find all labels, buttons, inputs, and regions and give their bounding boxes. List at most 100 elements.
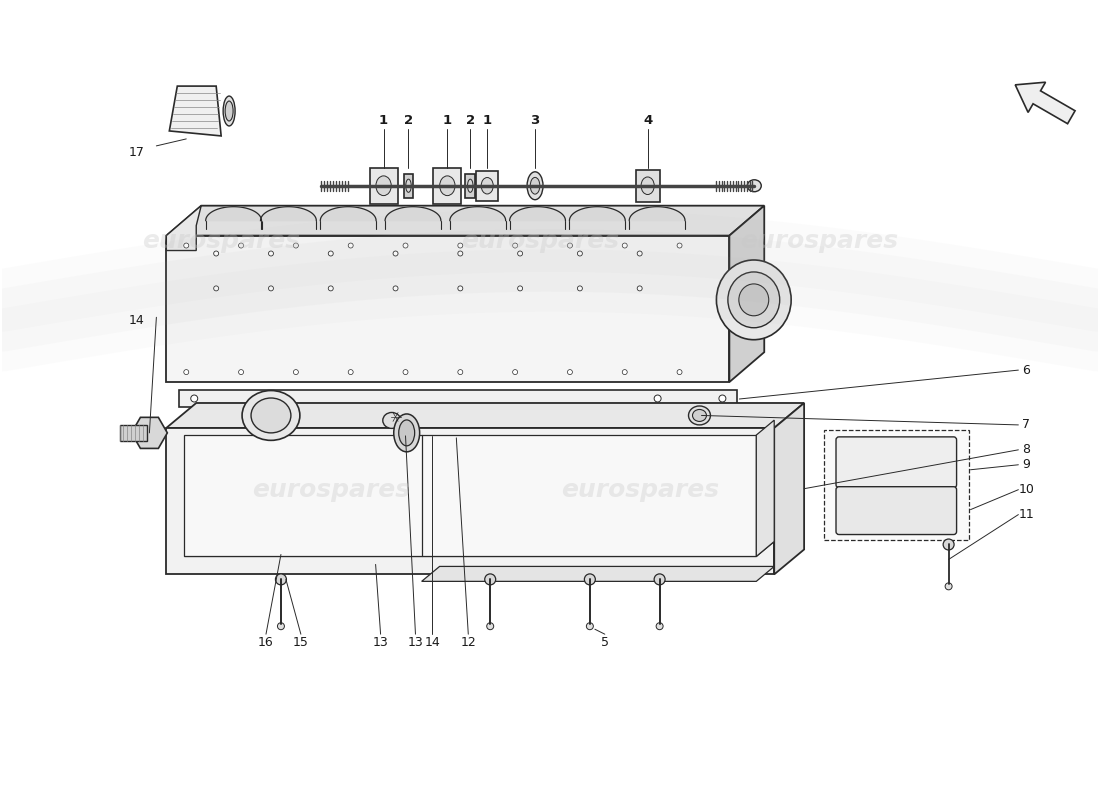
Ellipse shape bbox=[486, 622, 494, 630]
FancyBboxPatch shape bbox=[476, 170, 498, 201]
Ellipse shape bbox=[255, 395, 263, 402]
Text: 6: 6 bbox=[1022, 364, 1031, 377]
FancyBboxPatch shape bbox=[465, 174, 475, 198]
Ellipse shape bbox=[440, 176, 455, 196]
Text: 15: 15 bbox=[293, 636, 309, 649]
Ellipse shape bbox=[739, 284, 769, 316]
Polygon shape bbox=[421, 566, 774, 582]
Ellipse shape bbox=[568, 243, 572, 248]
Text: 4: 4 bbox=[644, 114, 652, 127]
Text: eurospares: eurospares bbox=[142, 229, 300, 253]
Polygon shape bbox=[629, 206, 685, 221]
Ellipse shape bbox=[458, 286, 463, 291]
Polygon shape bbox=[450, 206, 506, 221]
Text: eurospares: eurospares bbox=[561, 478, 718, 502]
Ellipse shape bbox=[226, 101, 233, 121]
Ellipse shape bbox=[242, 390, 300, 440]
Ellipse shape bbox=[398, 420, 415, 446]
Ellipse shape bbox=[393, 286, 398, 291]
Ellipse shape bbox=[403, 370, 408, 374]
Ellipse shape bbox=[458, 243, 463, 248]
Ellipse shape bbox=[213, 251, 219, 256]
Ellipse shape bbox=[406, 179, 411, 192]
Ellipse shape bbox=[654, 395, 661, 402]
Ellipse shape bbox=[656, 622, 663, 630]
Polygon shape bbox=[320, 206, 376, 221]
Ellipse shape bbox=[568, 370, 572, 374]
Text: 3: 3 bbox=[530, 114, 540, 127]
Ellipse shape bbox=[693, 410, 706, 422]
Text: 13: 13 bbox=[408, 636, 424, 649]
Ellipse shape bbox=[678, 243, 682, 248]
Text: 12: 12 bbox=[461, 636, 476, 649]
Text: 7: 7 bbox=[1022, 418, 1031, 431]
Ellipse shape bbox=[518, 251, 522, 256]
Ellipse shape bbox=[388, 410, 403, 424]
Ellipse shape bbox=[294, 370, 298, 374]
Polygon shape bbox=[185, 435, 757, 557]
Ellipse shape bbox=[518, 286, 522, 291]
Polygon shape bbox=[509, 206, 565, 221]
Ellipse shape bbox=[403, 243, 408, 248]
Text: 14: 14 bbox=[129, 314, 144, 326]
Ellipse shape bbox=[268, 286, 274, 291]
Ellipse shape bbox=[728, 272, 780, 328]
Ellipse shape bbox=[213, 286, 219, 291]
Ellipse shape bbox=[719, 395, 726, 402]
Ellipse shape bbox=[328, 286, 333, 291]
Ellipse shape bbox=[349, 243, 353, 248]
Polygon shape bbox=[1015, 82, 1075, 124]
Ellipse shape bbox=[223, 96, 235, 126]
Text: 8: 8 bbox=[1022, 443, 1031, 456]
Ellipse shape bbox=[383, 413, 400, 429]
Text: eurospares: eurospares bbox=[740, 229, 898, 253]
Ellipse shape bbox=[513, 243, 518, 248]
Ellipse shape bbox=[328, 251, 333, 256]
Text: 5: 5 bbox=[601, 636, 608, 649]
Ellipse shape bbox=[584, 574, 595, 585]
FancyBboxPatch shape bbox=[370, 168, 397, 204]
Polygon shape bbox=[206, 206, 262, 221]
FancyBboxPatch shape bbox=[824, 430, 968, 539]
Polygon shape bbox=[166, 206, 201, 250]
Ellipse shape bbox=[716, 260, 791, 340]
Text: 1: 1 bbox=[379, 114, 388, 127]
Ellipse shape bbox=[277, 622, 285, 630]
Ellipse shape bbox=[294, 243, 298, 248]
Text: 16: 16 bbox=[258, 636, 274, 649]
Ellipse shape bbox=[275, 574, 286, 585]
Text: 11: 11 bbox=[1019, 508, 1034, 521]
Ellipse shape bbox=[678, 370, 682, 374]
Ellipse shape bbox=[184, 243, 189, 248]
Ellipse shape bbox=[268, 251, 274, 256]
Text: 17: 17 bbox=[129, 146, 144, 159]
Text: 14: 14 bbox=[425, 636, 440, 649]
Ellipse shape bbox=[689, 406, 711, 425]
Ellipse shape bbox=[945, 583, 953, 590]
Polygon shape bbox=[166, 206, 764, 235]
Polygon shape bbox=[774, 403, 804, 574]
Ellipse shape bbox=[393, 251, 398, 256]
Ellipse shape bbox=[943, 539, 954, 550]
Polygon shape bbox=[385, 206, 441, 221]
Ellipse shape bbox=[485, 574, 496, 585]
Text: 10: 10 bbox=[1019, 483, 1034, 496]
Ellipse shape bbox=[623, 370, 627, 374]
Polygon shape bbox=[729, 206, 764, 382]
Text: 13: 13 bbox=[373, 636, 388, 649]
Text: 2: 2 bbox=[404, 114, 414, 127]
FancyBboxPatch shape bbox=[433, 168, 461, 204]
Text: eurospares: eurospares bbox=[461, 229, 619, 253]
Text: 1: 1 bbox=[483, 114, 492, 127]
Text: 2: 2 bbox=[465, 114, 475, 127]
Ellipse shape bbox=[586, 622, 593, 630]
FancyBboxPatch shape bbox=[120, 425, 147, 441]
Ellipse shape bbox=[239, 370, 243, 374]
Ellipse shape bbox=[527, 172, 543, 200]
Ellipse shape bbox=[190, 395, 198, 402]
FancyBboxPatch shape bbox=[404, 174, 414, 198]
Ellipse shape bbox=[654, 574, 666, 585]
Polygon shape bbox=[179, 390, 737, 417]
Polygon shape bbox=[169, 86, 221, 136]
Polygon shape bbox=[166, 235, 729, 382]
